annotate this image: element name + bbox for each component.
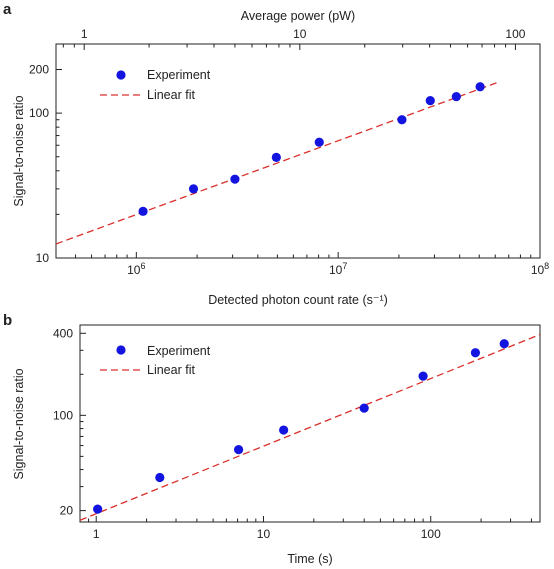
x-tick-label: 1 [93,527,100,541]
experiment-data-point [233,445,244,455]
y-tick-label: 10 [36,251,50,265]
experiment-data-point [93,504,103,514]
experiment-data-point [397,115,407,125]
panel-b-y-axis-title: Signal-to-noise ratio [12,368,26,479]
panel-a-ticks [56,44,541,259]
y-tick-label: 200 [29,63,49,77]
panel-b-data-marks [79,333,541,521]
panel-a-plot-frame [55,43,541,259]
legend-experiment-marker [116,345,126,355]
experiment-data-point [279,425,289,435]
experiment-data-point [470,348,481,358]
panel-a-tick-labels: 106 107 108 1 10 100 10 100 200 [29,27,549,277]
panel-b-ticks [80,332,532,522]
panel-a: a Average power (pW) Detected photon cou… [3,1,549,307]
experiment-data-point [359,403,369,413]
x-tick-label: 106 [127,261,145,277]
experiment-data-point [138,206,148,216]
x-tick-label: 108 [531,261,549,277]
experiment-data-point [230,174,240,184]
y-tick-label: 20 [60,504,74,518]
top-x-tick-label: 100 [505,27,525,41]
legend-experiment-label: Experiment [147,68,211,82]
panel-a-x-axis-title: Detected photon count rate (s⁻¹) [208,293,388,307]
experiment-data-point [314,137,324,147]
legend-experiment-label: Experiment [147,344,211,358]
panel-b-letter: b [3,312,12,329]
legend-experiment-marker [116,70,126,80]
panel-a-data-marks [55,82,497,245]
y-tick-label: 100 [53,408,73,422]
linear-fit-line [79,333,541,521]
linear-fit-line [55,82,497,245]
legend-linear-fit-label: Linear fit [147,363,195,377]
experiment-data-point [451,92,461,102]
experiment-data-point [271,152,281,162]
legend-linear-fit-label: Linear fit [147,88,195,102]
panel-a-letter: a [3,1,12,18]
experiment-data-point [188,184,199,194]
panel-a-y-axis-title: Signal-to-noise ratio [12,95,26,206]
top-x-tick-label: 1 [81,27,88,41]
experiment-data-point [475,82,485,92]
experiment-data-point [499,339,509,349]
top-x-tick-label: 10 [293,27,307,41]
panel-b-plot-frame [79,324,541,523]
panel-b-legend: Experiment Linear fit [100,344,211,377]
x-tick-label: 10 [257,527,271,541]
panel-b-tick-labels: 1 10 100 20 100 400 [53,326,441,541]
y-tick-label: 400 [53,326,73,340]
panel-b: b Time (s) Signal-to-noise ratio 1 10 100 2… [3,312,541,566]
x-tick-label: 107 [329,261,347,277]
x-tick-label: 100 [421,527,441,541]
panel-a-top-x-axis-title: Average power (pW) [241,9,355,23]
panel-b-x-axis-title: Time (s) [287,552,332,566]
y-tick-label: 100 [29,106,49,120]
panel-a-legend: Experiment Linear fit [100,68,211,102]
experiment-data-point [418,371,428,381]
experiment-data-point [425,96,435,106]
experiment-data-point [155,472,165,483]
